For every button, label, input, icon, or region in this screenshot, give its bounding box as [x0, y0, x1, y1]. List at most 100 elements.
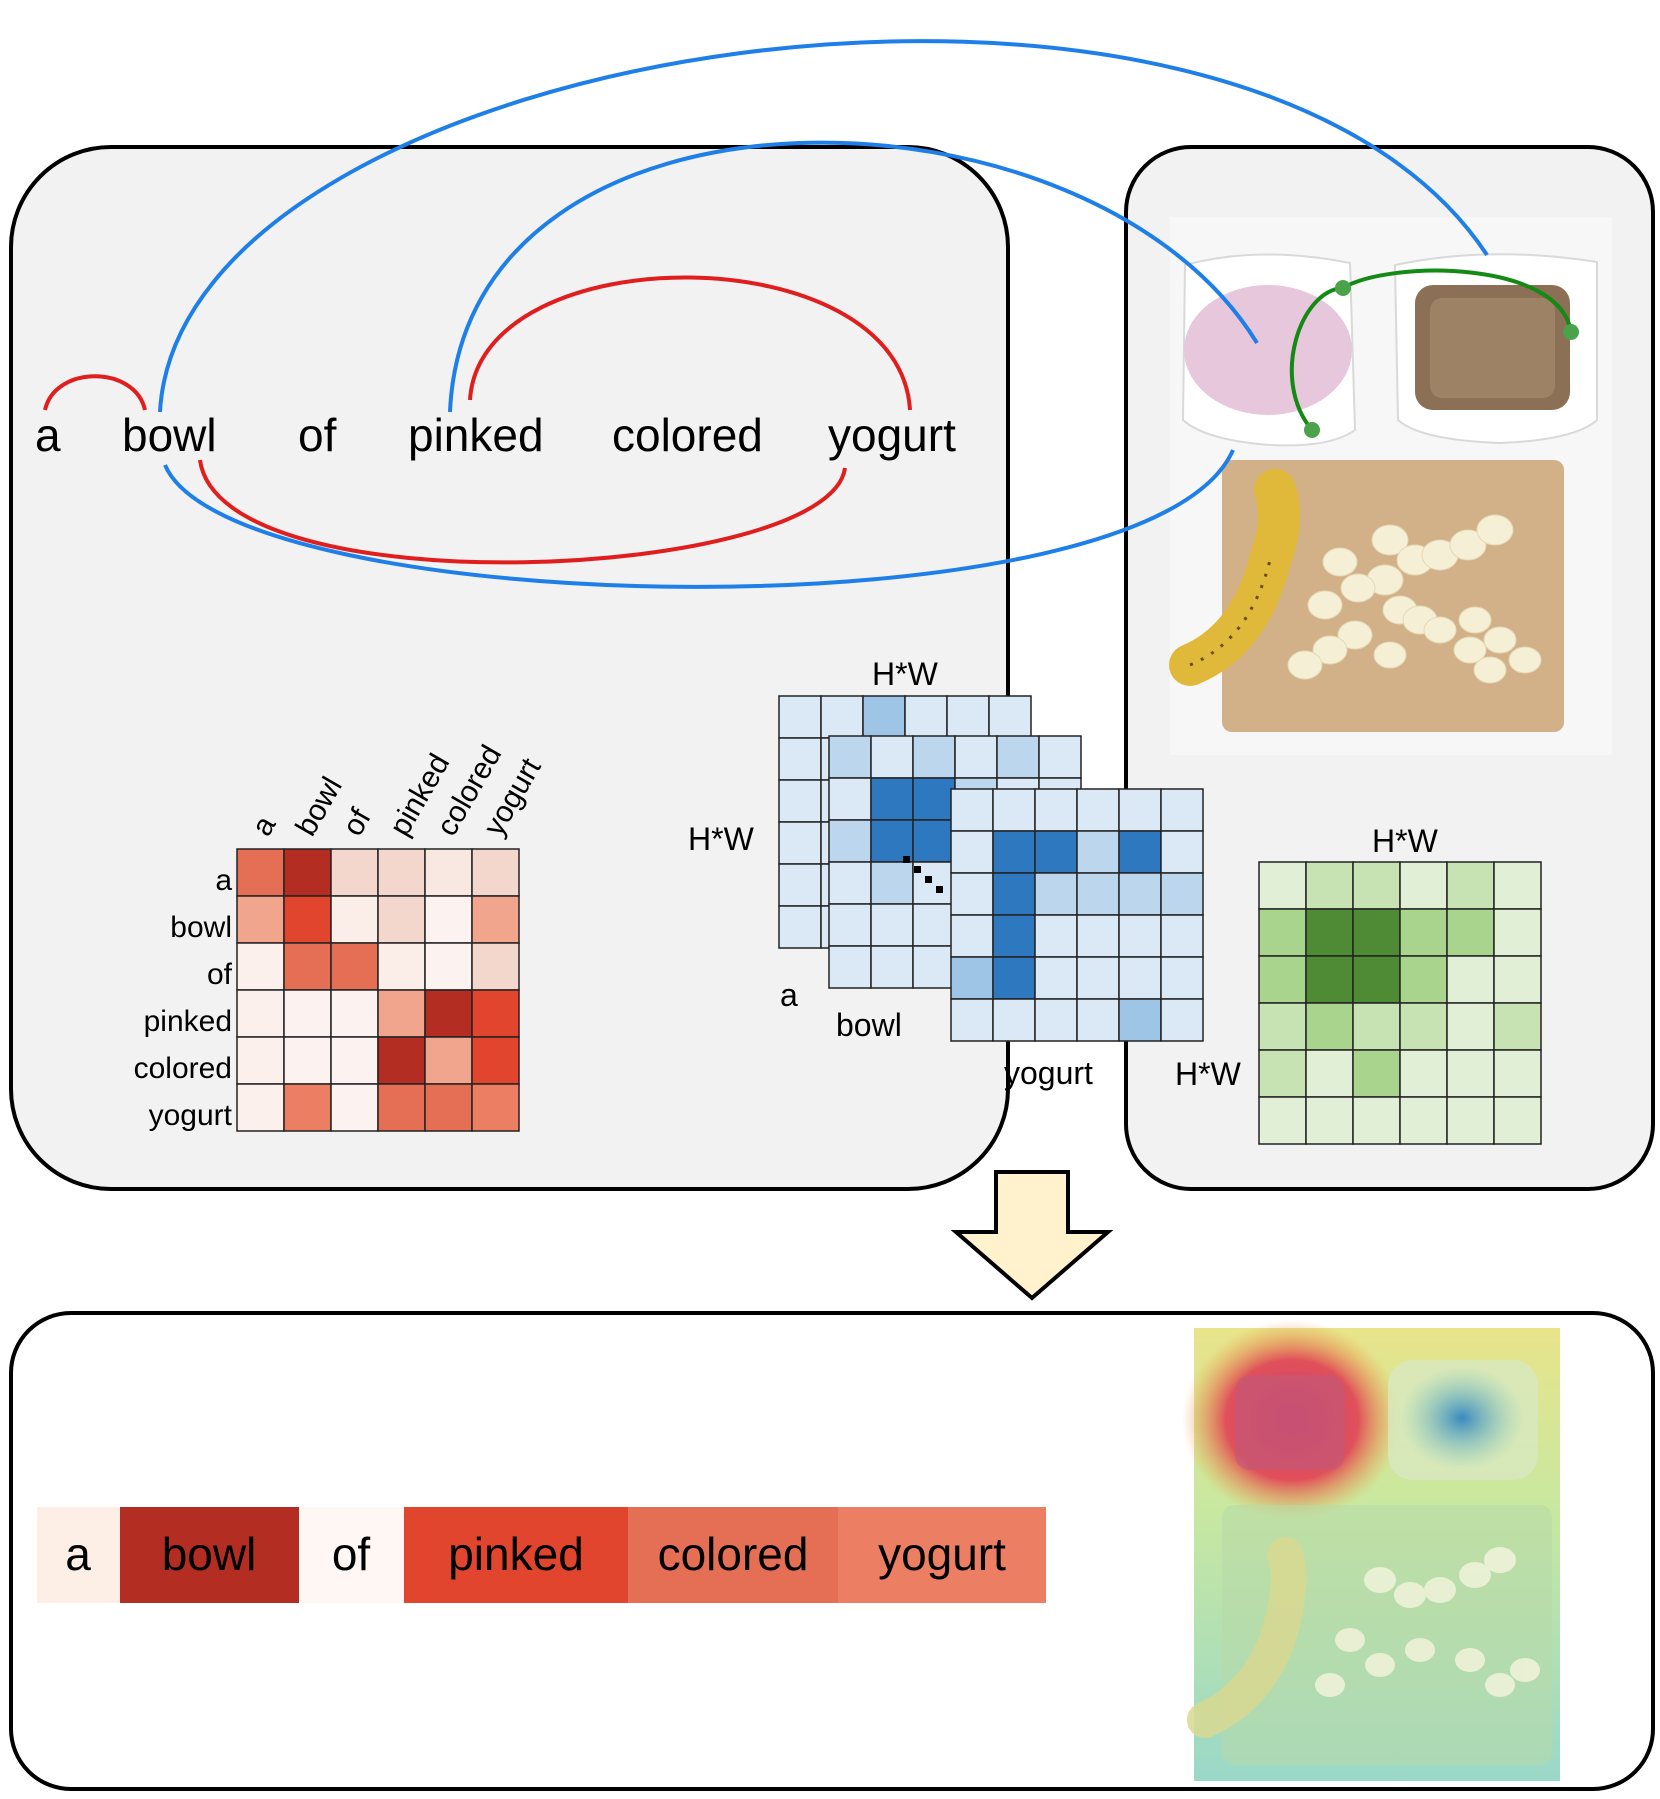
- green-map-cell: [1258, 955, 1307, 1004]
- heatmap-cell: [377, 895, 426, 944]
- heatmap-cell: [471, 1083, 520, 1132]
- heatmap-cell: [330, 1036, 379, 1085]
- heatmap-cell: [283, 942, 332, 991]
- map-label-yogurt: yogurt: [1004, 1055, 1093, 1091]
- heatmap-cell: [330, 942, 379, 991]
- green-map-cell: [1258, 1096, 1307, 1145]
- heatmap-cell: [330, 1083, 379, 1132]
- blue-top-label: H*W: [872, 656, 939, 692]
- blue-map-cell: [1118, 998, 1162, 1042]
- blue-map-cell: [828, 777, 872, 821]
- blue-map-cell: [912, 735, 956, 779]
- stack-ellipsis: [903, 856, 943, 893]
- heatmap-row-label: yogurt: [149, 1099, 233, 1132]
- blue-map-cell: [950, 830, 994, 874]
- sentence: a bowl of pinked colored yogurt: [35, 409, 956, 461]
- map-label-bowl: bowl: [836, 1007, 902, 1043]
- green-map-cell: [1305, 1049, 1354, 1098]
- blue-map-cell: [1076, 788, 1120, 832]
- blue-map-cell: [1076, 830, 1120, 874]
- green-map-cell: [1352, 908, 1401, 957]
- green-map-cell: [1352, 1002, 1401, 1051]
- blue-map-cell: [778, 905, 822, 949]
- green-map-cell: [1305, 1096, 1354, 1145]
- blue-map-cell: [950, 998, 994, 1042]
- cross-modal-edges: [158, 39, 1489, 589]
- blue-map-cell: [862, 695, 906, 739]
- blue-map-cell: [1160, 998, 1204, 1042]
- blue-map-cell: [870, 777, 914, 821]
- blue-map-cell: [950, 788, 994, 832]
- green-top-label: H*W: [1372, 823, 1439, 859]
- text-relation-edges: [43, 275, 912, 565]
- blue-map-cell: [992, 872, 1036, 916]
- heatmap-cell: [236, 848, 285, 897]
- green-map-cell: [1305, 1002, 1354, 1051]
- blue-map-cell: [1118, 788, 1162, 832]
- green-map-cell: [1258, 1049, 1307, 1098]
- blue-map-cell: [988, 695, 1032, 739]
- heatmap-cell: [424, 942, 473, 991]
- word-yogurt: yogurt: [828, 409, 956, 461]
- word-weight-box: [838, 1507, 1046, 1603]
- green-map-cell: [1446, 861, 1495, 910]
- heatmap-cell: [424, 989, 473, 1038]
- blue-map-cell: [996, 735, 1040, 779]
- weighted-word: of: [332, 1528, 371, 1580]
- blue-map-cell: [828, 861, 872, 905]
- blue-map-cell: [950, 914, 994, 958]
- blue-map-cell: [1118, 956, 1162, 1000]
- blue-map-cell: [950, 956, 994, 1000]
- down-arrow: [950, 1170, 1114, 1301]
- green-map-cell: [1493, 1049, 1542, 1098]
- heatmap-cell: [471, 895, 520, 944]
- word-a: a: [35, 409, 61, 461]
- green-side-label: H*W: [1175, 1056, 1242, 1092]
- heatmap-cell: [236, 1083, 285, 1132]
- blue-map-cell: [954, 735, 998, 779]
- blue-map-cell: [778, 863, 822, 907]
- blue-map-cell: [778, 821, 822, 865]
- heatmap-row-label: bowl: [170, 911, 232, 944]
- green-map-cell: [1258, 861, 1307, 910]
- blue-map-cell: [870, 903, 914, 947]
- blue-map-cell: [1160, 914, 1204, 958]
- blue-map-cell: [992, 830, 1036, 874]
- heatmap-cell: [377, 942, 426, 991]
- green-map-cell: [1352, 955, 1401, 1004]
- blue-map-cell: [1034, 872, 1078, 916]
- blue-map-cell: [912, 903, 956, 947]
- blue-map-cell: [870, 819, 914, 863]
- blue-map-cell: [992, 788, 1036, 832]
- blue-map-cell: [778, 695, 822, 739]
- blue-map-cell: [1076, 956, 1120, 1000]
- blue-map-cell: [912, 777, 956, 821]
- word-weight-box: [404, 1507, 628, 1603]
- blue-map-cell: [1118, 914, 1162, 958]
- green-map-cell: [1399, 1096, 1448, 1145]
- blue-map-cell: [870, 735, 914, 779]
- heatmap-cell: [236, 942, 285, 991]
- blue-map-cell: [946, 695, 990, 739]
- word-weight-box: [299, 1507, 404, 1603]
- green-map-cell: [1493, 1096, 1542, 1145]
- heatmap-row-label: of: [207, 958, 233, 991]
- heatmap-row-label: a: [215, 864, 232, 897]
- blue-map-cell: [992, 914, 1036, 958]
- image-attention-map: H*W H*W: [1175, 823, 1542, 1145]
- heatmap-cell: [283, 1083, 332, 1132]
- heatmap-cell: [471, 848, 520, 897]
- map-label-a: a: [780, 977, 798, 1013]
- heatmap-cell: [377, 1036, 426, 1085]
- blue-map-cell: [1034, 998, 1078, 1042]
- green-map-cell: [1446, 1002, 1495, 1051]
- green-map-cell: [1399, 955, 1448, 1004]
- blue-map-cell: [1160, 956, 1204, 1000]
- blue-map-cell: [992, 956, 1036, 1000]
- green-map-cell: [1493, 908, 1542, 957]
- green-map-cell: [1352, 861, 1401, 910]
- blue-map-cell: [828, 819, 872, 863]
- green-map-cell: [1446, 1049, 1495, 1098]
- heatmap-cell: [424, 848, 473, 897]
- blue-map-cell: [1160, 788, 1204, 832]
